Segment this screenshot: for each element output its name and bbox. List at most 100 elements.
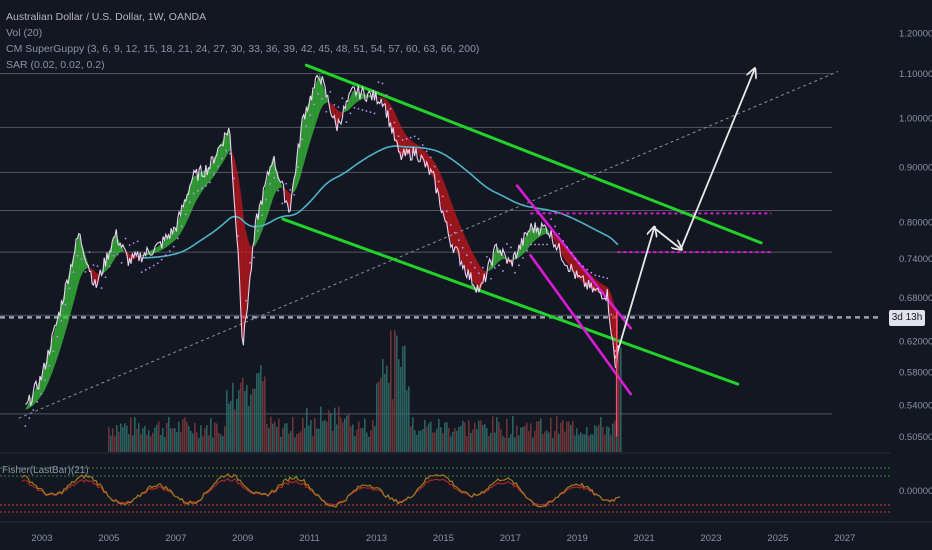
volume-bar [250, 394, 252, 452]
volume-bar [370, 430, 372, 452]
guppy-bear-band [341, 112, 343, 118]
volume-bar [562, 420, 564, 452]
guppy-bull-band [62, 293, 65, 342]
chart-gridlines [0, 73, 880, 415]
volume-bar [612, 423, 614, 452]
guppy-bear-band [552, 233, 554, 241]
guppy-bull-band [189, 181, 192, 216]
sar-dot [506, 243, 508, 245]
volume-bar [230, 400, 232, 452]
volume-bar [584, 434, 586, 452]
volume-bar [424, 420, 426, 452]
sar-dot [64, 303, 67, 306]
volume-bar [454, 428, 456, 452]
guppy-bull-band [228, 128, 230, 153]
guppy-bull-band [181, 205, 184, 232]
volume-bar [446, 421, 448, 452]
guppy-indicator-label[interactable]: CM SuperGuppy (3, 6, 9, 12, 15, 18, 21, … [6, 43, 480, 55]
sar-dot [148, 266, 151, 269]
guppy-bull-band [77, 233, 79, 288]
guppy-bull-band [203, 170, 205, 190]
guppy-bull-band [177, 217, 180, 238]
guppy-bull-band [547, 227, 549, 234]
x-tick-label: 2023 [700, 533, 721, 544]
guppy-bear-band [461, 227, 463, 264]
volume-bar [468, 420, 470, 452]
guppy-bull-band [308, 98, 311, 146]
guppy-bull-band [76, 239, 78, 293]
y-axis[interactable]: 1.20000 1.10000 1.00000 0.90000 0.80000 0.740… [899, 29, 932, 497]
guppy-bull-band [544, 227, 546, 235]
sar-dot [465, 254, 468, 257]
volume-bar [606, 426, 608, 452]
guppy-bull-band [365, 94, 367, 99]
guppy-bull-band [316, 77, 319, 121]
volume-bar [418, 430, 420, 452]
guppy-bull-band [302, 116, 304, 171]
volume-bar [396, 335, 398, 452]
volume-bar [390, 330, 392, 452]
volume-bar [556, 416, 558, 452]
symbol-title[interactable]: Australian Dollar / U.S. Dollar, 1W, OAN… [6, 11, 207, 23]
sar-dot [200, 187, 203, 190]
volume-bar [160, 435, 162, 452]
sar-dot [305, 124, 308, 127]
volume-bar [480, 420, 482, 452]
volume-bar [604, 434, 606, 452]
y-tick-label: 0.68000 [899, 293, 932, 304]
volume-bar [152, 432, 154, 452]
guppy-bear-band [476, 259, 478, 288]
volume-bar [194, 422, 196, 452]
volume-bar [450, 436, 452, 452]
sar-dot [405, 137, 408, 140]
y-tick-label: 0.74000 [899, 254, 932, 265]
sar-dot [562, 240, 565, 242]
guppy-bull-band [489, 262, 491, 271]
volume-bar [284, 423, 286, 452]
sar-dot [526, 249, 528, 252]
guppy-bull-band [69, 266, 71, 318]
guppy-bear-band [477, 261, 479, 290]
guppy-bull-band [303, 112, 305, 165]
volume-indicator-label[interactable]: Vol (20) [6, 27, 43, 39]
volume-bar [558, 433, 560, 452]
sar-dot [277, 189, 280, 192]
guppy-bull-band [159, 244, 161, 252]
sar-dot [389, 107, 392, 110]
volume-bar [346, 415, 348, 452]
guppy-bull-band [173, 228, 176, 242]
trend-drawings[interactable] [18, 63, 839, 419]
sar-dot [329, 91, 332, 93]
volume-bar [236, 398, 238, 452]
sar-dot [606, 277, 609, 280]
sar-indicator-label[interactable]: SAR (0.02, 0.02, 0.2) [6, 59, 105, 71]
guppy-bear-band [460, 224, 462, 262]
volume-bar [552, 437, 554, 452]
volume-bar [534, 430, 536, 452]
volume-bar [570, 424, 572, 452]
sar-dot [554, 225, 557, 228]
volume-bar [328, 410, 330, 452]
guppy-bull-band [147, 251, 149, 256]
sar-dot [381, 82, 384, 85]
guppy-bull-band [68, 271, 70, 323]
volume-bar [560, 422, 562, 452]
volume-bar [128, 434, 130, 452]
projection-arrow [680, 69, 755, 250]
volume-bar [110, 435, 112, 452]
sar-dot [96, 265, 99, 268]
volume-bar [436, 428, 438, 452]
fisher-indicator-label[interactable]: Fisher(LastBar)(21) [2, 465, 89, 476]
volume-bar [108, 427, 110, 452]
sar-dot [598, 275, 601, 278]
x-axis[interactable]: 2003 2005 2007 2009 2011 2013 2015 2017 2019 2021… [0, 521, 932, 544]
volume-bar [126, 425, 128, 452]
volume-bar [494, 432, 496, 452]
sar-dot [425, 150, 428, 153]
sar-dot [132, 242, 135, 245]
volume-bar [518, 435, 520, 452]
sar-dot [582, 265, 585, 268]
guppy-bear-band [603, 284, 605, 294]
guppy-bull-band [527, 231, 529, 250]
